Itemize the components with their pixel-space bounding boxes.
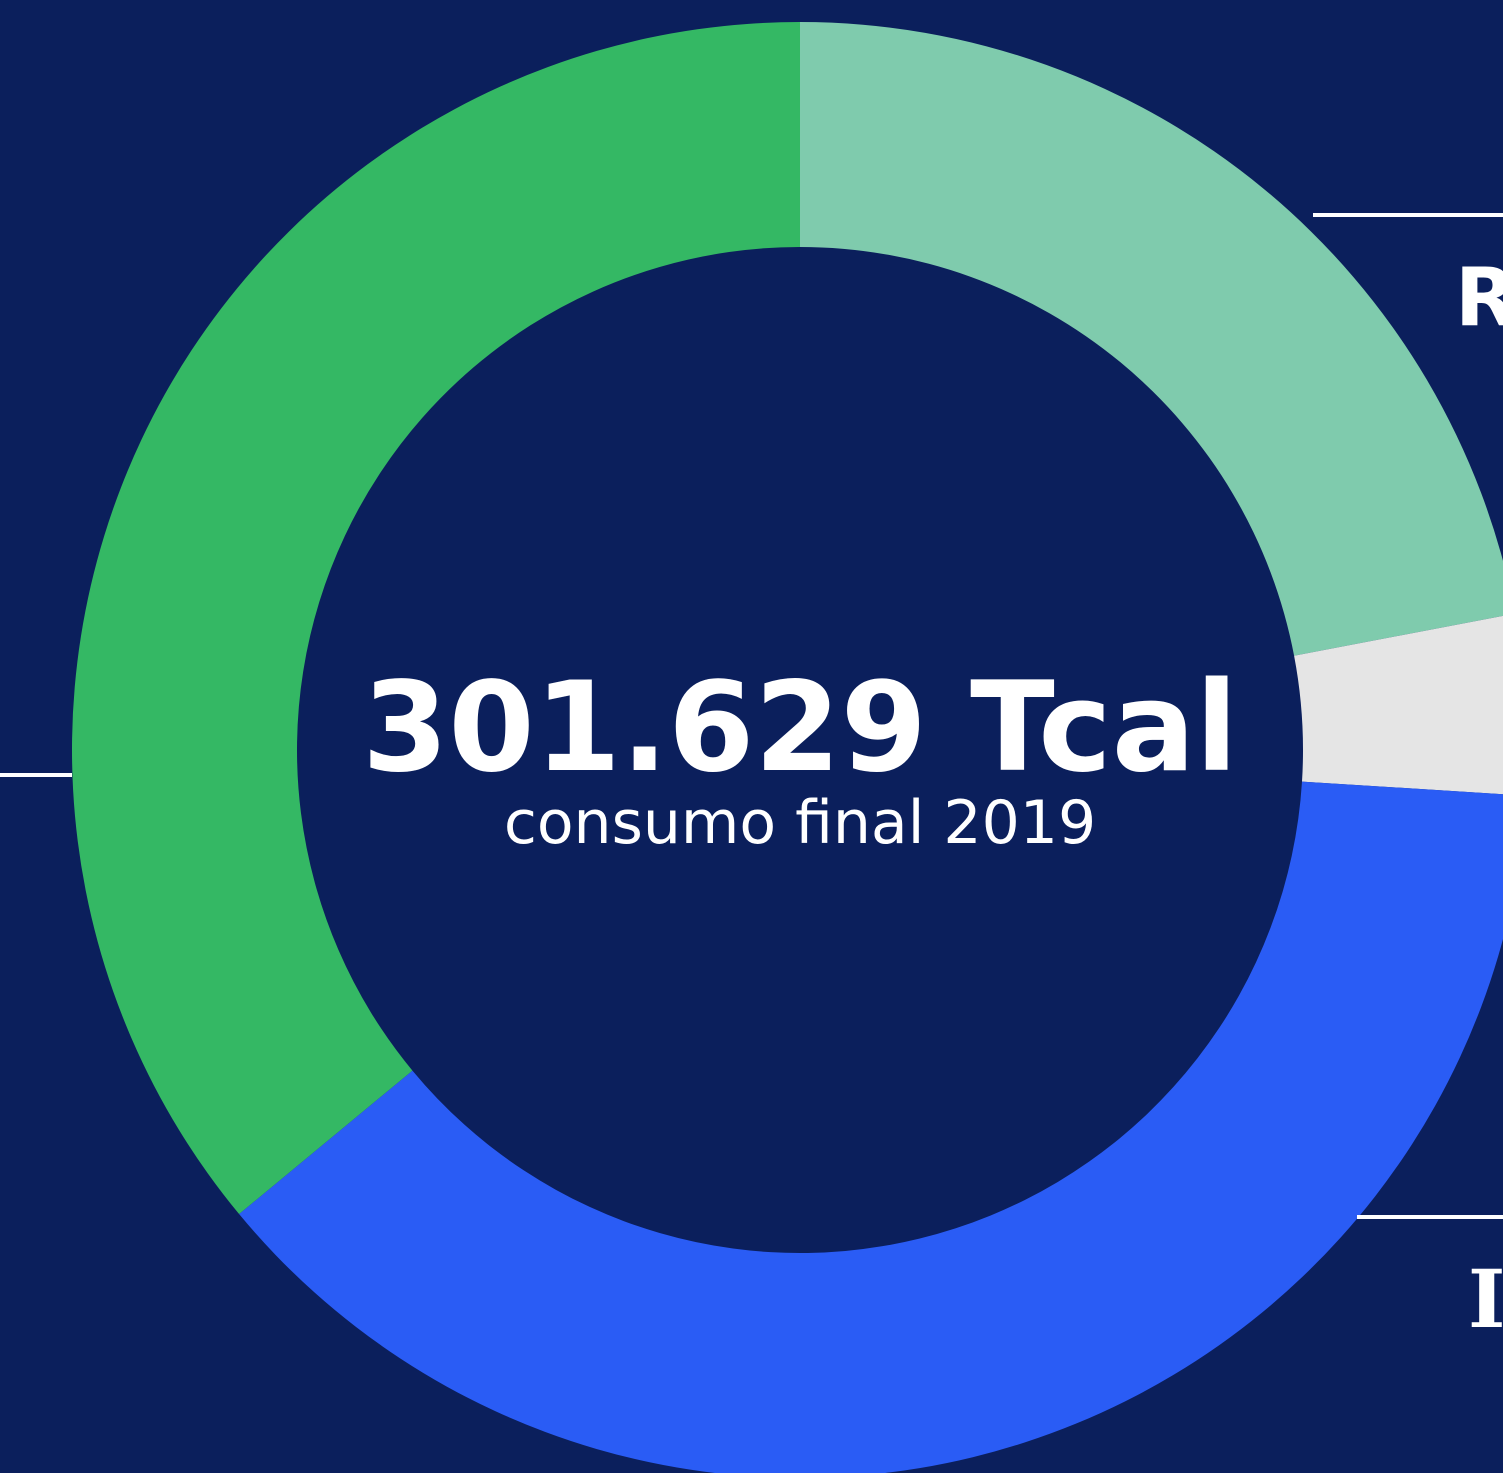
slice [1294, 615, 1503, 795]
slice-label: I [1468, 1252, 1503, 1346]
center-subtitle: consumo final 2019 [504, 788, 1096, 858]
slice [72, 22, 800, 1215]
slice [800, 22, 1503, 656]
slice-label: R [1455, 251, 1503, 344]
center-title: 301.629 Tcal [362, 656, 1238, 800]
slice [239, 781, 1503, 1473]
slices [72, 22, 1503, 1473]
